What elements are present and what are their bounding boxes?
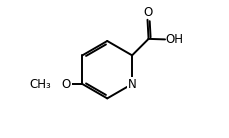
Text: O: O: [61, 78, 70, 91]
Text: OH: OH: [165, 33, 183, 46]
Text: O: O: [143, 6, 152, 19]
Text: CH₃: CH₃: [29, 78, 51, 91]
Text: N: N: [128, 78, 136, 91]
